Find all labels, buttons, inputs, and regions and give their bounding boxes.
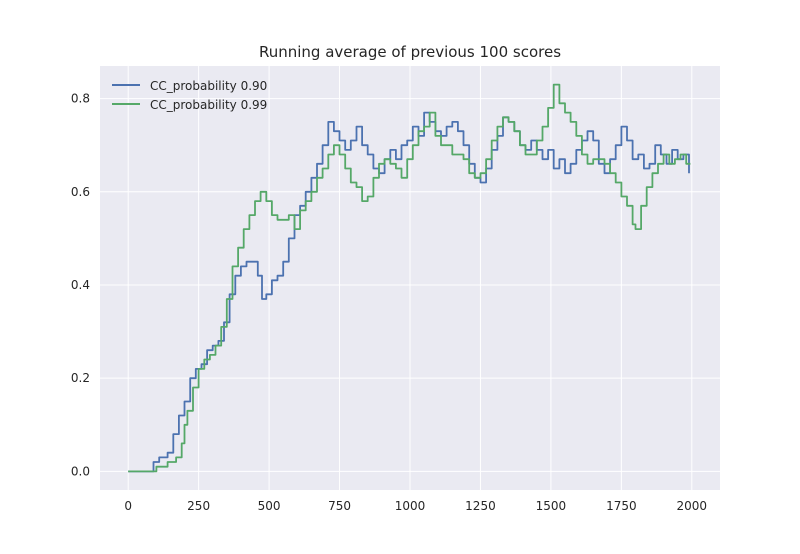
x-tick-label: 1750 xyxy=(606,499,637,513)
legend-label-1: CC_probability 0.99 xyxy=(150,98,267,112)
x-tick-label: 250 xyxy=(187,499,210,513)
x-tick-label: 500 xyxy=(258,499,281,513)
series-lines xyxy=(128,83,691,473)
x-tick-label: 1250 xyxy=(465,499,496,513)
y-tick-label: 0.4 xyxy=(71,278,90,292)
y-tick-label: 0.2 xyxy=(71,371,90,385)
x-tick-label: 0 xyxy=(124,499,132,513)
series-line-1 xyxy=(128,83,691,473)
legend: CC_probability 0.90 CC_probability 0.99 xyxy=(112,79,267,112)
x-tick-label: 2000 xyxy=(677,499,708,513)
y-tick-label: 0.0 xyxy=(71,464,90,478)
y-tick-label: 0.6 xyxy=(71,185,90,199)
legend-label-0: CC_probability 0.90 xyxy=(150,79,267,93)
y-tick-label: 0.8 xyxy=(71,92,90,106)
x-tick-label: 750 xyxy=(328,499,351,513)
x-tick-label: 1000 xyxy=(395,499,426,513)
chart-title: Running average of previous 100 scores xyxy=(259,43,561,61)
x-tick-label: 1500 xyxy=(536,499,567,513)
grid-lines xyxy=(100,66,720,490)
tick-labels: 0 250 500 750 1000 1250 1500 1750 2000 0.0 0.2 0.4 0… xyxy=(71,92,707,513)
